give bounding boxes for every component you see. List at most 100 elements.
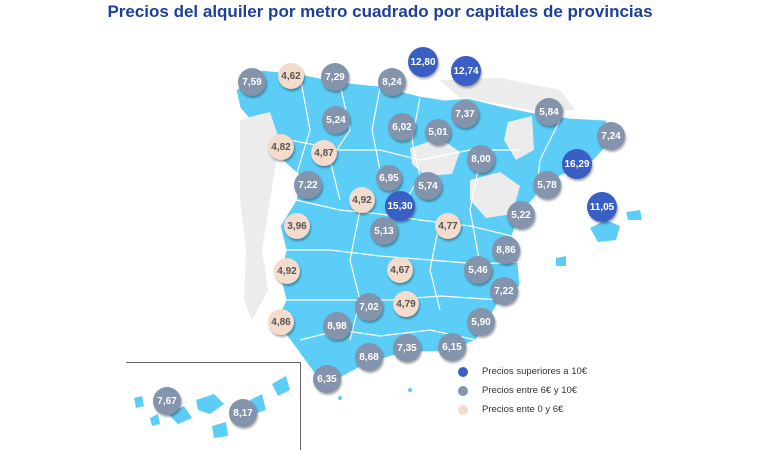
legend-dot-icon [458,366,468,377]
price-badge: 5,22 [507,201,535,229]
price-badge: 4,86 [268,309,294,335]
price-value: 8,86 [496,244,516,256]
price-badge: 8,86 [492,236,520,264]
price-value: 4,87 [314,147,334,159]
price-value: 4,86 [271,316,291,328]
price-value: 7,67 [157,395,177,407]
price-value: 3,96 [287,220,307,232]
price-badge: 7,22 [490,277,518,305]
price-value: 12,74 [453,65,479,77]
price-badge: 5,01 [425,119,451,145]
price-value: 4,62 [281,70,301,82]
canary-islands [134,376,290,438]
price-badge: 4,87 [311,140,337,166]
price-value: 5,24 [326,114,346,126]
price-badge: 6,15 [438,333,466,361]
price-value: 4,67 [390,264,410,276]
legend-item-low: Precios ente 0 y 6€ [458,400,587,419]
price-value: 7,22 [494,285,514,297]
price-badge: 7,24 [597,122,625,150]
price-value: 11,05 [589,201,615,213]
price-badge: 7,35 [393,334,421,362]
no-data-region [470,172,520,218]
legend: Precios superiores a 10€ Precios entre 6… [458,362,587,419]
price-value: 7,02 [359,301,379,313]
price-value: 12,80 [410,56,436,68]
price-badge: 12,80 [408,47,438,77]
no-data-region [246,112,278,144]
price-value: 7,29 [325,71,345,83]
price-badge: 7,29 [321,63,349,91]
price-value: 8,17 [233,407,253,419]
price-value: 5,78 [537,179,557,191]
price-badge: 8,17 [229,399,257,427]
price-badge: 4,77 [435,213,461,239]
price-badge: 4,62 [278,63,304,89]
price-badge: 7,02 [355,293,383,321]
price-badge: 8,00 [467,145,495,173]
price-value: 7,24 [601,130,621,142]
balearic-islands [556,210,642,266]
price-badge: 5,78 [533,171,561,199]
page-title: Precios del alquiler por metro cuadrado … [107,2,653,21]
price-value: 4,92 [277,265,297,277]
canary-islands-frame [126,362,301,450]
price-badge: 7,67 [153,387,181,415]
price-value: 6,95 [379,172,399,184]
price-value: 5,01 [428,126,448,138]
portugal-land [240,112,278,320]
price-badge: 15,30 [385,191,415,221]
price-badge: 7,59 [238,68,266,96]
price-badge: 5,84 [535,98,563,126]
price-value: 8,24 [382,76,402,88]
price-value: 4,82 [271,141,291,153]
price-badge: 4,92 [349,187,375,213]
legend-dot-icon [458,385,468,396]
price-badge: 4,82 [268,134,294,160]
price-badge: 7,37 [451,100,479,128]
price-badge: 8,24 [378,68,406,96]
price-badge: 7,22 [294,171,322,199]
price-value: 8,98 [327,320,347,332]
price-value: 15,30 [387,200,413,212]
price-value: 5,22 [511,209,531,221]
price-badge: 6,02 [388,113,416,141]
legend-item-mid: Precios entre 6€ y 10€ [458,381,587,400]
price-value: 7,37 [455,108,475,120]
price-value: 5,84 [539,106,559,118]
price-badge: 8,68 [355,343,383,371]
price-badge: 5,90 [467,308,495,336]
price-badge: 5,46 [464,256,492,284]
price-badge: 11,05 [587,192,617,222]
price-badge: 12,74 [451,56,481,86]
north-africa-speck [408,388,412,392]
price-value: 6,35 [317,373,337,385]
legend-label: Precios ente 0 y 6€ [482,404,564,415]
price-value: 6,02 [392,121,412,133]
price-value: 5,90 [471,316,491,328]
price-badge: 6,35 [313,365,341,393]
price-value: 7,35 [397,342,417,354]
price-value: 7,22 [298,179,318,191]
price-badge: 4,92 [274,258,300,284]
price-badge: 4,79 [393,291,419,317]
price-value: 8,68 [359,351,379,363]
price-badge: 8,98 [323,312,351,340]
price-badge: 6,95 [376,165,402,191]
price-value: 6,15 [442,341,462,353]
north-africa-speck [338,396,342,400]
legend-label: Precios superiores a 10€ [482,366,588,377]
price-value: 16,29 [564,158,590,170]
price-badge: 5,74 [414,172,442,200]
legend-dot-icon [458,404,468,415]
price-badge: 4,67 [387,257,413,283]
price-value: 4,79 [396,298,416,310]
legend-label: Precios entre 6€ y 10€ [482,385,578,396]
no-data-region [504,116,534,160]
price-value: 8,00 [471,153,491,165]
price-value: 5,13 [374,225,394,237]
price-value: 4,92 [352,194,372,206]
price-value: 4,77 [438,220,458,232]
price-badge: 3,96 [284,213,310,239]
price-value: 5,46 [468,264,488,276]
